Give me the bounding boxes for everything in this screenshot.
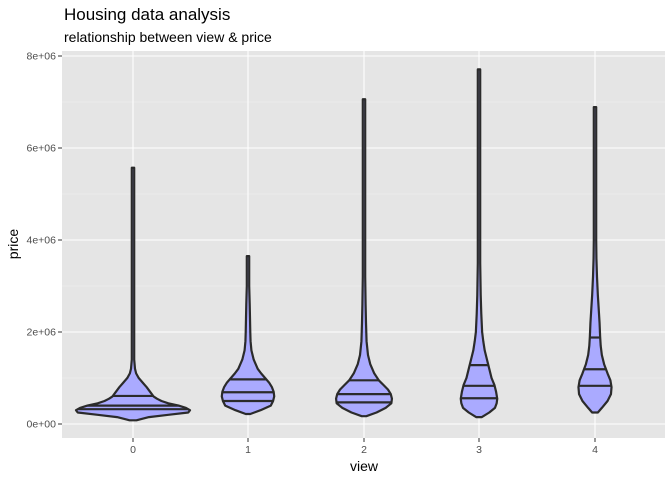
violin-0	[74, 166, 192, 422]
x-tick-label: 3	[476, 444, 482, 456]
axes: 0e+00 2e+06 4e+06 6e+06 8e+06 0 1 2 3 4	[27, 51, 599, 456]
chart-subtitle: relationship between view & price	[64, 29, 272, 45]
y-tick-label: 6e+06	[27, 143, 57, 155]
y-tick-label: 4e+06	[27, 235, 57, 247]
violin-4	[577, 105, 613, 414]
x-tick-label: 1	[245, 444, 251, 456]
x-tick-label: 4	[592, 444, 598, 456]
y-axis-title: price	[5, 229, 21, 260]
x-tick-label: 0	[130, 444, 136, 456]
y-tick-label: 8e+06	[27, 51, 57, 63]
chart-title: Housing data analysis	[64, 5, 231, 24]
violins	[74, 68, 613, 422]
x-axis-title: view	[350, 458, 379, 474]
violin-2	[334, 98, 394, 418]
y-tick-label: 0e+00	[27, 419, 57, 431]
violin-1	[220, 255, 276, 416]
y-tick-label: 2e+06	[27, 327, 57, 339]
x-tick-label: 2	[361, 444, 367, 456]
violin-3	[459, 68, 499, 419]
